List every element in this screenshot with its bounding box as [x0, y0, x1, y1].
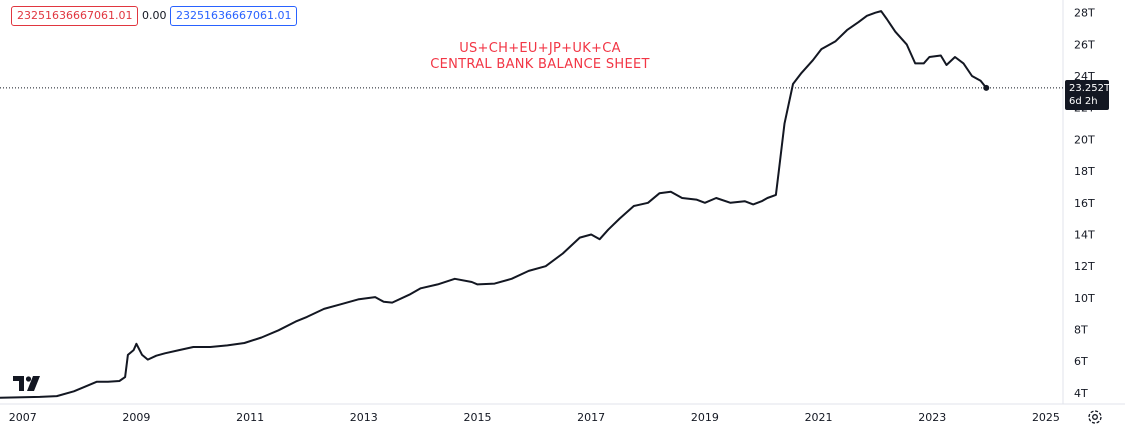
series-line	[0, 10, 988, 399]
x-axis[interactable]: 2007 2009 2011 2013 2015 2017 2019 2021 2023 2025	[9, 411, 1060, 424]
last-price-value: 23.252T	[1069, 82, 1111, 94]
bar-countdown: 6d 2h	[1069, 95, 1098, 107]
y-tick-label: 26T	[1074, 38, 1095, 51]
legend-value-middle: 0.00	[142, 9, 167, 22]
x-tick-label: 2007	[9, 411, 37, 424]
x-tick-label: 2023	[918, 411, 946, 424]
y-axis[interactable]: 4T6T8T10T12T14T16T18T20T22T24T26T28T	[1074, 7, 1095, 400]
x-tick-label: 2019	[691, 411, 719, 424]
chart-title: US+CH+EU+JP+UK+CA	[459, 41, 621, 56]
y-tick-label: 28T	[1074, 7, 1095, 20]
gear-icon[interactable]	[1087, 409, 1103, 425]
x-tick-label: 2011	[236, 411, 264, 424]
y-tick-label: 6T	[1074, 355, 1088, 368]
x-tick-label: 2015	[463, 411, 491, 424]
x-tick-label: 2017	[577, 411, 605, 424]
legend-value-box-red: 23251636667061.01	[11, 6, 139, 26]
x-tick-label: 2021	[805, 411, 833, 424]
y-tick-label: 20T	[1074, 133, 1095, 146]
x-tick-label: 2025	[1032, 411, 1060, 424]
y-tick-label: 24T	[1074, 70, 1095, 83]
x-tick-label: 2009	[122, 411, 150, 424]
y-tick-label: 18T	[1074, 165, 1095, 178]
x-tick-label: 2013	[350, 411, 378, 424]
y-tick-label: 10T	[1074, 292, 1095, 305]
y-tick-label: 4T	[1074, 387, 1088, 400]
last-price-label: 23.252T 6d 2h	[1065, 79, 1111, 110]
last-data-point	[983, 84, 990, 91]
legend-value-box-blue: 23251636667061.01	[170, 6, 298, 26]
chart-subtitle: CENTRAL BANK BALANCE SHEET	[430, 57, 650, 72]
tradingview-logo-icon[interactable]	[13, 376, 43, 392]
y-tick-label: 8T	[1074, 324, 1088, 337]
y-tick-label: 16T	[1074, 197, 1095, 210]
y-tick-label: 12T	[1074, 260, 1095, 273]
y-tick-label: 14T	[1074, 228, 1095, 241]
